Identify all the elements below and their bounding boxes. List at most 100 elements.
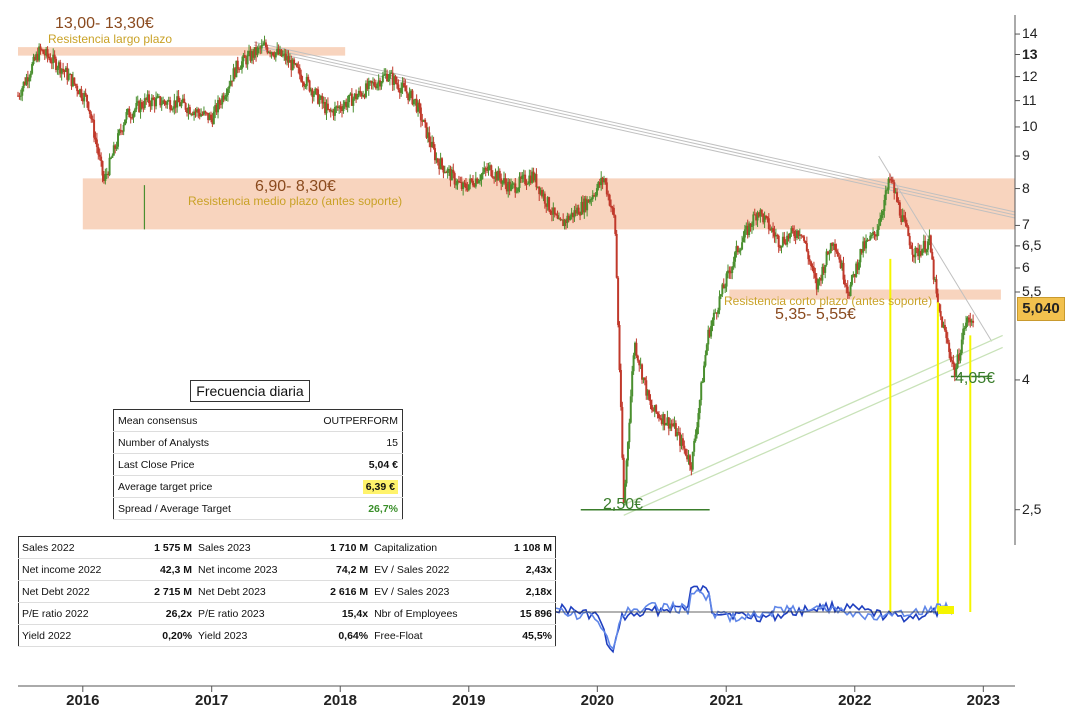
candle-body (188, 107, 191, 114)
candle-body (935, 279, 938, 294)
candle-body (38, 46, 41, 61)
candle-body (436, 158, 439, 163)
candle-body (962, 328, 965, 340)
candle-body (512, 183, 515, 185)
candle-body (560, 219, 563, 221)
candle-body (397, 84, 400, 90)
candle-body (326, 103, 329, 110)
candle-body (848, 293, 851, 296)
candle-body (195, 109, 198, 112)
candle-body (462, 182, 465, 189)
candle-body (500, 178, 503, 184)
candle-body (941, 316, 944, 328)
candle-body (225, 94, 228, 97)
candle-body (810, 261, 813, 267)
candle-body (204, 111, 207, 113)
financials-value: 2,43x (494, 558, 556, 581)
candle-body (464, 183, 467, 189)
candle-body (669, 423, 672, 429)
candle-body (460, 182, 463, 189)
candle-body (108, 157, 111, 176)
candle-body (273, 55, 276, 58)
candle-body (625, 460, 628, 484)
candle-body (826, 251, 829, 254)
candle-body (384, 73, 387, 75)
candle-body (714, 312, 717, 314)
candle-body (262, 44, 265, 46)
candle-body (26, 77, 29, 82)
candle-body (760, 209, 763, 214)
candle-body (332, 110, 335, 116)
candle-body (28, 77, 31, 82)
candle-body (401, 82, 404, 88)
candle-body (691, 451, 694, 470)
candle-body (279, 49, 282, 55)
candle-body (159, 96, 162, 106)
candle-body (253, 47, 256, 58)
candle-body (932, 259, 935, 280)
candle-body (894, 192, 897, 194)
candle-body (846, 286, 849, 294)
candle-body (517, 188, 520, 192)
candle-body (325, 103, 328, 114)
financials-label: Net Debt 2023 (195, 580, 316, 603)
candle-body (521, 175, 524, 179)
candle-body (581, 201, 584, 213)
candle-body (801, 235, 804, 237)
financials-row: Sales 2022 1 575 M Sales 2023 1 710 M Capita… (18, 536, 556, 559)
candle-body (805, 243, 808, 252)
candle-body (66, 67, 69, 80)
candle-body (425, 122, 428, 138)
candle-body (653, 405, 656, 412)
candle-body (762, 213, 765, 223)
candle-body (724, 286, 727, 289)
candle-body (731, 266, 734, 274)
candle-body (569, 216, 572, 221)
candle-body (435, 158, 438, 161)
candle-body (721, 284, 724, 295)
candle-body (680, 438, 683, 446)
candle-body (556, 215, 559, 219)
candle-body (752, 214, 755, 226)
candle-body (770, 228, 773, 230)
candle-body (580, 201, 583, 215)
candle-body (236, 60, 239, 69)
candle-body (686, 455, 689, 460)
candle-body (960, 339, 963, 353)
candle-body (655, 405, 658, 413)
candle-body (536, 186, 539, 188)
candle-body (49, 58, 52, 63)
candle-body (834, 243, 837, 251)
candle-body (511, 183, 514, 185)
candle-body (959, 352, 962, 361)
candle-body (618, 325, 621, 371)
candle-body (288, 60, 291, 63)
candle-body (25, 77, 28, 85)
candle-body (171, 108, 174, 110)
trendline-short (878, 155, 993, 342)
candle-body (921, 249, 924, 256)
candle-body (349, 93, 352, 95)
candle-body (197, 109, 200, 113)
candle-body (64, 67, 67, 72)
candle-body (357, 90, 360, 96)
candle-body (542, 193, 545, 197)
candle-body (371, 82, 374, 84)
candle-body (417, 102, 420, 112)
candle-body (328, 109, 331, 111)
candle-body (133, 109, 136, 113)
candle-body (33, 56, 36, 60)
candle-body (546, 197, 549, 207)
candle-body (232, 68, 235, 82)
candle-body (474, 178, 477, 187)
candle-body (763, 215, 766, 223)
candle-body (738, 250, 741, 253)
candle-body (281, 54, 284, 57)
candle-body (308, 80, 311, 92)
financials-value: 42,3 M (139, 558, 196, 581)
candle-body (46, 49, 49, 57)
candle-body (793, 231, 796, 237)
candle-body (736, 246, 739, 253)
candle-body (419, 107, 422, 121)
candle-body (756, 212, 759, 221)
